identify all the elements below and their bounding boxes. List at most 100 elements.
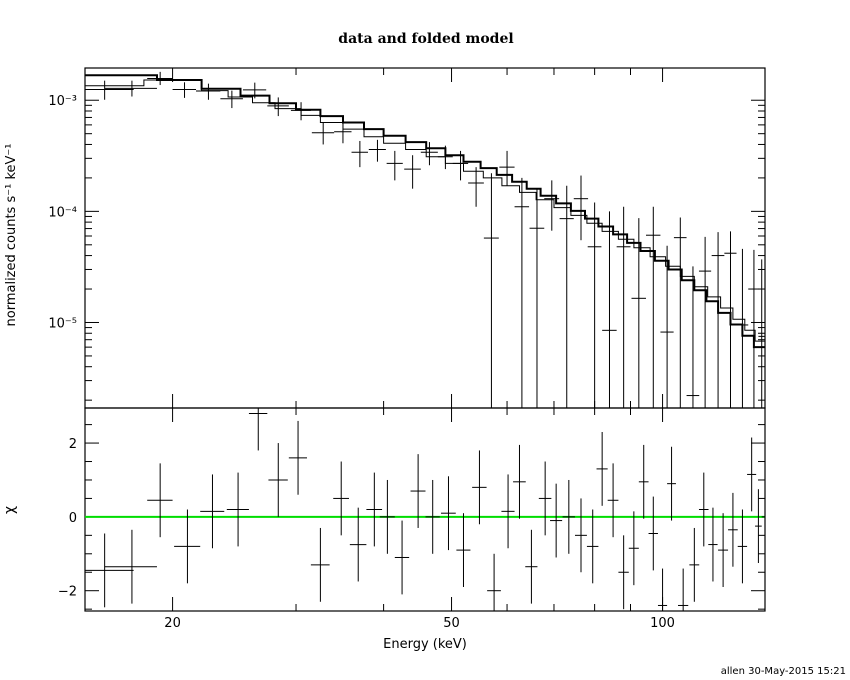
model-curve-thin: [85, 79, 765, 342]
residual-data-point: [574, 498, 587, 573]
residuals-y-tick-label: −2: [58, 585, 77, 600]
spectrum-data-point: [673, 217, 687, 408]
residual-data-point: [104, 529, 157, 604]
residual-data-point: [410, 454, 426, 528]
spectrum-data-point: [267, 97, 289, 117]
residual-data-point: [538, 461, 552, 536]
spectrum-data-point: [645, 206, 661, 408]
residual-data-point: [147, 463, 173, 538]
spectrum-frame: [84, 67, 766, 409]
residual-data-point: [677, 568, 689, 611]
spectrum-data-point: [104, 80, 157, 97]
residual-data-point: [248, 408, 268, 451]
residual-data-point: [667, 446, 676, 521]
spectrum-data-point: [242, 82, 267, 99]
spectrum-data-point: [748, 249, 760, 408]
residual-data-point: [525, 529, 538, 604]
spectrum-data-point: [290, 102, 311, 121]
residual-data-point: [226, 472, 249, 547]
residual-data-point: [618, 535, 629, 610]
spectrum-ticks: 10⁻³ 10⁻⁴ 10⁻⁵: [48, 68, 765, 408]
residual-data-point: [379, 479, 395, 554]
residual-data-point: [596, 431, 608, 506]
residual-data-point: [425, 479, 440, 554]
residual-data-point: [755, 489, 762, 564]
spectrum-data-points: [85, 71, 765, 408]
spectrum-data-point: [758, 259, 765, 408]
residual-data-point: [747, 437, 757, 512]
residual-data-point: [550, 483, 563, 558]
residuals-panel: 2 0 −2: [58, 407, 766, 612]
residual-data-point: [737, 509, 748, 584]
residual-data-point: [472, 450, 487, 525]
spectrum-data-point: [544, 180, 560, 231]
residual-data-point: [333, 461, 349, 536]
spectrum-y-tick-label: 10⁻⁴: [48, 205, 77, 220]
residual-data-point: [718, 513, 729, 588]
model-curve-thick: [85, 74, 765, 349]
spectrum-data-point: [404, 155, 421, 189]
spectrum-data-point: [529, 188, 545, 408]
spectrum-data-point: [368, 139, 386, 162]
x-tick-label: 50: [443, 616, 460, 631]
spectrum-data-point: [468, 167, 484, 207]
model-step-line-thin: [85, 79, 765, 342]
spectrum-data-point: [631, 218, 646, 408]
x-tick-labels: 20 50 100: [164, 616, 675, 631]
spectrum-data-point: [334, 122, 352, 144]
residual-data-point: [487, 553, 501, 611]
spectrum-data-point: [587, 202, 602, 408]
spectrum-data-point: [311, 122, 335, 145]
spectrum-data-point: [602, 211, 617, 408]
spectrum-data-point: [660, 245, 674, 408]
spectrum-data-point: [351, 140, 368, 168]
spectrum-data-point: [196, 83, 221, 100]
residual-data-point: [366, 472, 383, 547]
residual-data-point: [513, 444, 526, 519]
residuals-ticks: 2 0 −2: [58, 408, 765, 611]
spectrum-data-point: [724, 231, 737, 408]
x-axis-label: Energy (keV): [383, 637, 467, 652]
residuals-y-axis-label: χ: [2, 506, 18, 514]
chart-title: data and folded model: [338, 31, 513, 47]
residual-data-point: [85, 533, 134, 608]
residual-data-point: [708, 507, 718, 582]
residual-data-point: [562, 479, 575, 554]
residuals-y-tick-label: 2: [69, 437, 77, 452]
residual-data-point: [698, 472, 709, 547]
model-step-line-thick: [85, 74, 765, 349]
residual-data-point: [268, 443, 288, 517]
residual-data-point: [174, 509, 201, 584]
residual-data-point: [586, 509, 599, 584]
spectrum-data-point: [559, 185, 574, 408]
spectrum-data-point: [420, 142, 438, 166]
residual-data-point: [638, 444, 649, 519]
spectrum-data-point: [85, 80, 134, 100]
residual-data-point: [441, 476, 456, 551]
residual-data-point: [628, 511, 639, 586]
spectrum-data-point: [736, 248, 749, 408]
residual-data-point: [657, 568, 668, 611]
residual-data-point: [648, 496, 658, 571]
spectrum-data-point: [499, 150, 515, 186]
residual-data-point: [501, 474, 515, 549]
spectrum-data-point: [514, 177, 530, 408]
spectrum-data-point: [172, 82, 197, 98]
spectrum-y-tick-label: 10⁻⁵: [48, 316, 77, 331]
x-tick-label: 20: [164, 616, 181, 631]
spectrum-y-axis-label: normalized counts s⁻¹ keV⁻¹: [4, 144, 19, 327]
residual-data-point: [728, 492, 738, 567]
spectrum-data-point: [437, 145, 453, 170]
spectrum-data-point: [573, 175, 589, 241]
residual-data-point: [689, 527, 700, 602]
residual-data-point: [288, 420, 307, 495]
residual-data-point: [761, 479, 766, 554]
residual-data-point: [200, 474, 225, 549]
residual-data-point: [310, 527, 330, 602]
spectrum-data-point: [686, 266, 700, 408]
residual-data-points: [85, 408, 766, 611]
spectrum-data-point: [220, 90, 243, 109]
spectrum-data-point: [386, 150, 403, 181]
residual-data-point: [394, 520, 410, 595]
